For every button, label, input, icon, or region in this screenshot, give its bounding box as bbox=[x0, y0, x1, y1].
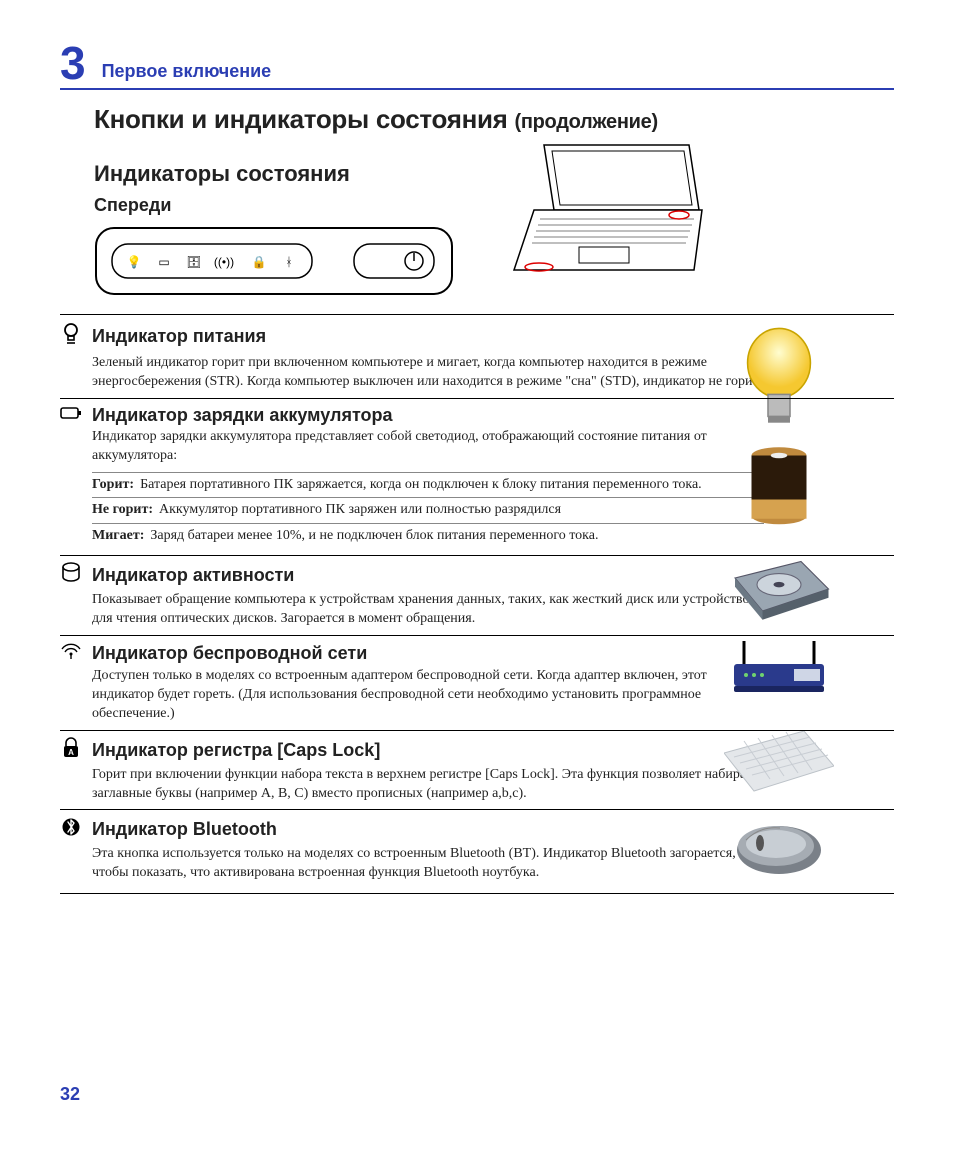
subheading: Индикаторы состояния bbox=[94, 161, 454, 187]
svg-text:((•)): ((•)) bbox=[214, 255, 234, 269]
table-row: Не горит: Аккумулятор портативного ПК за… bbox=[92, 497, 764, 523]
section-title-caps: Индикатор регистра [Caps Lock] bbox=[92, 740, 380, 761]
svg-text:🔒: 🔒 bbox=[252, 255, 267, 269]
section-title-activity: Индикатор активности bbox=[92, 565, 294, 586]
row-val: Аккумулятор портативного ПК заряжен или … bbox=[159, 501, 561, 520]
row-key: Не горит: bbox=[92, 501, 153, 520]
chapter-number: 3 bbox=[60, 40, 86, 86]
section-body-battery-intro: Индикатор зарядки аккумулятора представл… bbox=[92, 428, 764, 466]
lock-icon: A bbox=[60, 737, 82, 764]
bluetooth-icon bbox=[60, 816, 82, 843]
battery-icon bbox=[60, 405, 82, 426]
row-val: Заряд батареи менее 10%, и не подключен … bbox=[150, 527, 598, 546]
svg-text:▭: ▭ bbox=[158, 255, 169, 269]
page-title-suffix: (продолжение) bbox=[514, 111, 657, 133]
section-body-power: Зеленый индикатор горит при включенном к… bbox=[92, 354, 764, 392]
router-photo-icon bbox=[724, 636, 834, 706]
table-row: Мигает: Заряд батареи менее 10%, и не по… bbox=[92, 523, 764, 549]
laptop-illustration bbox=[494, 135, 714, 285]
svg-text:💡: 💡 bbox=[127, 255, 142, 269]
row-val: Батарея портативного ПК заряжается, когд… bbox=[140, 476, 702, 495]
row-key: Горит: bbox=[92, 476, 134, 495]
section-title-power: Индикатор питания bbox=[92, 326, 266, 347]
chapter-header: 3 Первое включение bbox=[60, 40, 894, 90]
keyboard-photo-icon bbox=[724, 731, 834, 796]
page-number: 32 bbox=[60, 1084, 80, 1105]
subsubheading: Спереди bbox=[94, 195, 454, 216]
section-title-bluetooth: Индикатор Bluetooth bbox=[92, 819, 277, 840]
wireless-icon bbox=[60, 642, 82, 665]
section-body-bluetooth: Эта кнопка используется только на моделя… bbox=[92, 845, 764, 883]
mouse-photo-icon bbox=[724, 810, 834, 880]
page-title-main: Кнопки и индикаторы состояния bbox=[94, 104, 508, 134]
table-row: Горит: Батарея портативного ПК заряжаетс… bbox=[92, 472, 764, 498]
svg-text:A: A bbox=[68, 748, 74, 757]
front-panel-illustration: 💡 ▭ 🗄 ((•)) 🔒 ᚼ bbox=[94, 226, 454, 296]
bulb-icon bbox=[60, 321, 82, 352]
section-title-wireless: Индикатор беспроводной сети bbox=[92, 643, 367, 664]
svg-text:🗄: 🗄 bbox=[186, 255, 201, 269]
section-body-wireless: Доступен только в моделях со встроенным … bbox=[92, 667, 764, 724]
section-body-caps: Горит при включении функции набора текст… bbox=[92, 766, 764, 804]
figure-row: 💡 ▭ 🗄 ((•)) 🔒 ᚼ bbox=[94, 226, 454, 296]
hdd-photo-icon bbox=[724, 556, 834, 633]
section-body-activity: Показывает обращение компьютера к устрой… bbox=[92, 591, 764, 629]
section-title-battery: Индикатор зарядки аккумулятора bbox=[92, 405, 393, 426]
battery-states-table: Горит: Батарея портативного ПК заряжаетс… bbox=[92, 472, 764, 550]
row-key: Мигает: bbox=[92, 527, 144, 546]
battery-photo-icon bbox=[724, 439, 834, 535]
chapter-title: Первое включение bbox=[102, 61, 272, 86]
svg-text:ᚼ: ᚼ bbox=[285, 255, 292, 269]
disk-icon bbox=[60, 562, 82, 589]
page-title: Кнопки и индикаторы состояния (продолжен… bbox=[94, 104, 894, 135]
